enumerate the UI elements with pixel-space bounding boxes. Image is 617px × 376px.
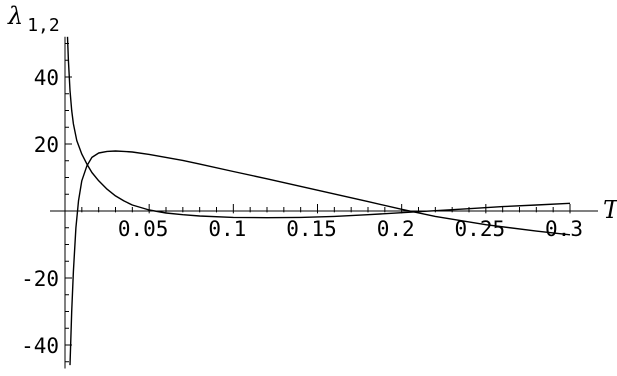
x-tick-label: 0.15 — [286, 217, 337, 241]
x-tick-label: 0.2 — [377, 217, 415, 241]
x-tick-label: 0.3 — [545, 217, 583, 241]
y-axis-title-main: λ — [7, 2, 23, 30]
axes — [50, 36, 598, 369]
x-axis-title: T — [603, 196, 617, 224]
x-tick-label: 0.25 — [455, 217, 506, 241]
x-tick-label: 0.05 — [118, 217, 169, 241]
y-tick-label: -20 — [21, 267, 59, 291]
y-tick-label: 20 — [34, 133, 59, 157]
y-axis-title: λ 1,2 — [7, 2, 60, 36]
x-tick-label: 0.1 — [208, 217, 246, 241]
series-line-2 — [66, 36, 571, 219]
series-line-1 — [69, 150, 571, 366]
y-tick-label: 40 — [34, 66, 59, 90]
labels-layer: T λ 1,2 0.05 0.1 0.15 0.2 0.25 0.3 40 20 -20 -40 — [7, 2, 617, 358]
y-axis-title-subscript: 1,2 — [27, 15, 60, 36]
series-layer — [66, 36, 571, 366]
y-tick-label: -40 — [21, 334, 59, 358]
